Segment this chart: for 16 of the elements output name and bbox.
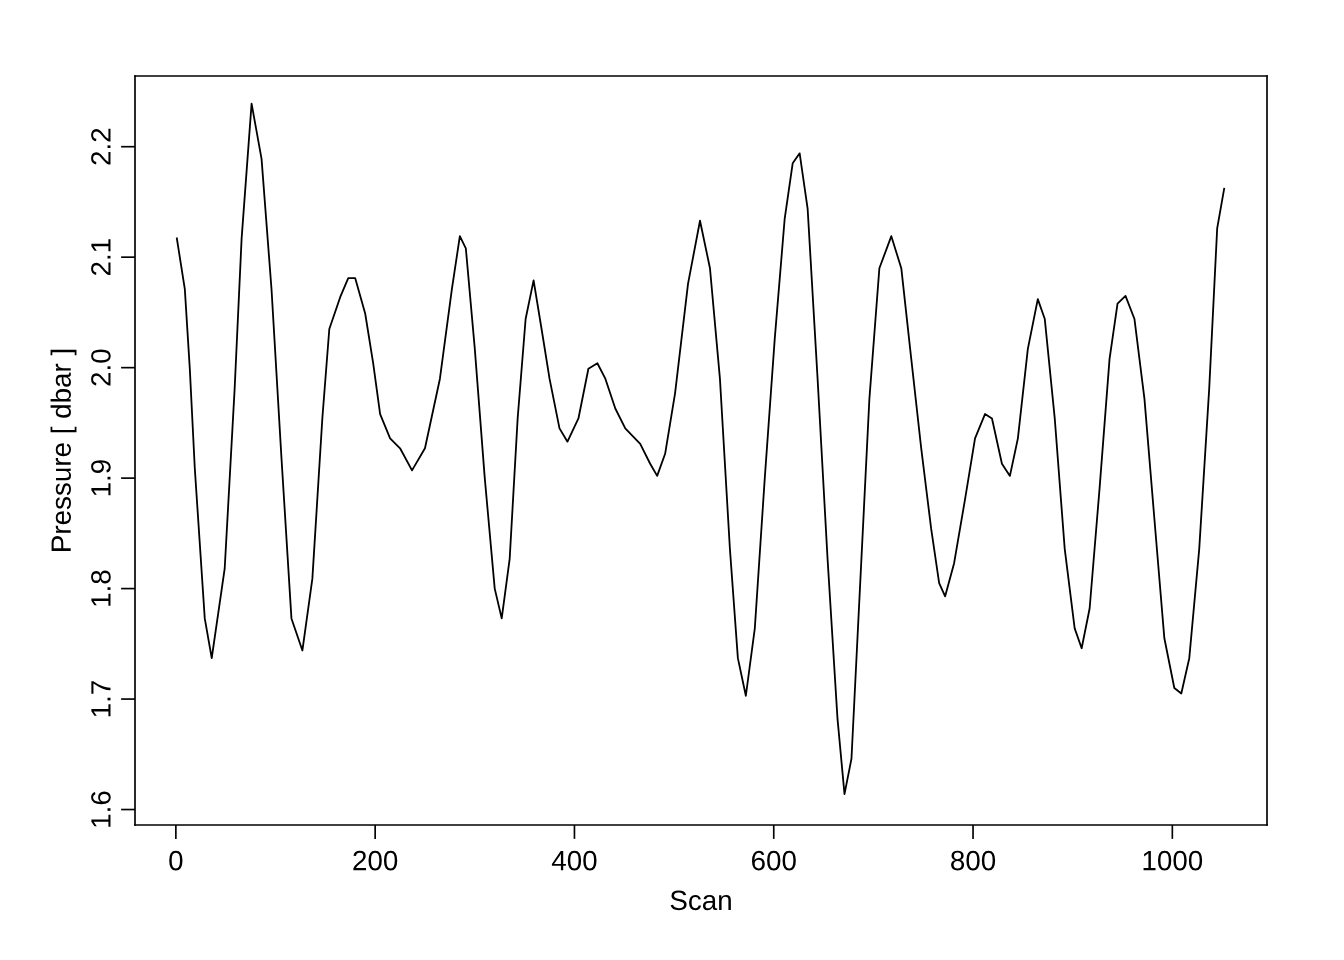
y-tick-label: 2.0	[91, 349, 111, 386]
x-tick-label: 1000	[1143, 850, 1203, 871]
y-tick-label: 2.1	[91, 239, 111, 276]
x-tick-label: 200	[353, 850, 398, 871]
x-tick-label: 800	[951, 850, 996, 871]
y-tick-label: 1.6	[91, 791, 111, 827]
y-tick-label: 1.8	[91, 570, 111, 606]
y-tick-label: 2.2	[91, 128, 111, 165]
x-axis-title: Scan	[670, 890, 731, 911]
y-axis-title: Pressure [ dbar ]	[50, 349, 77, 551]
x-tick-label: 600	[751, 850, 796, 871]
y-tick-label: 1.7	[91, 681, 111, 717]
x-tick-label: 0	[169, 850, 183, 871]
x-tick-label: 400	[551, 850, 597, 871]
y-tick-label: 1.9	[91, 460, 111, 496]
line-series	[175, 102, 1226, 795]
